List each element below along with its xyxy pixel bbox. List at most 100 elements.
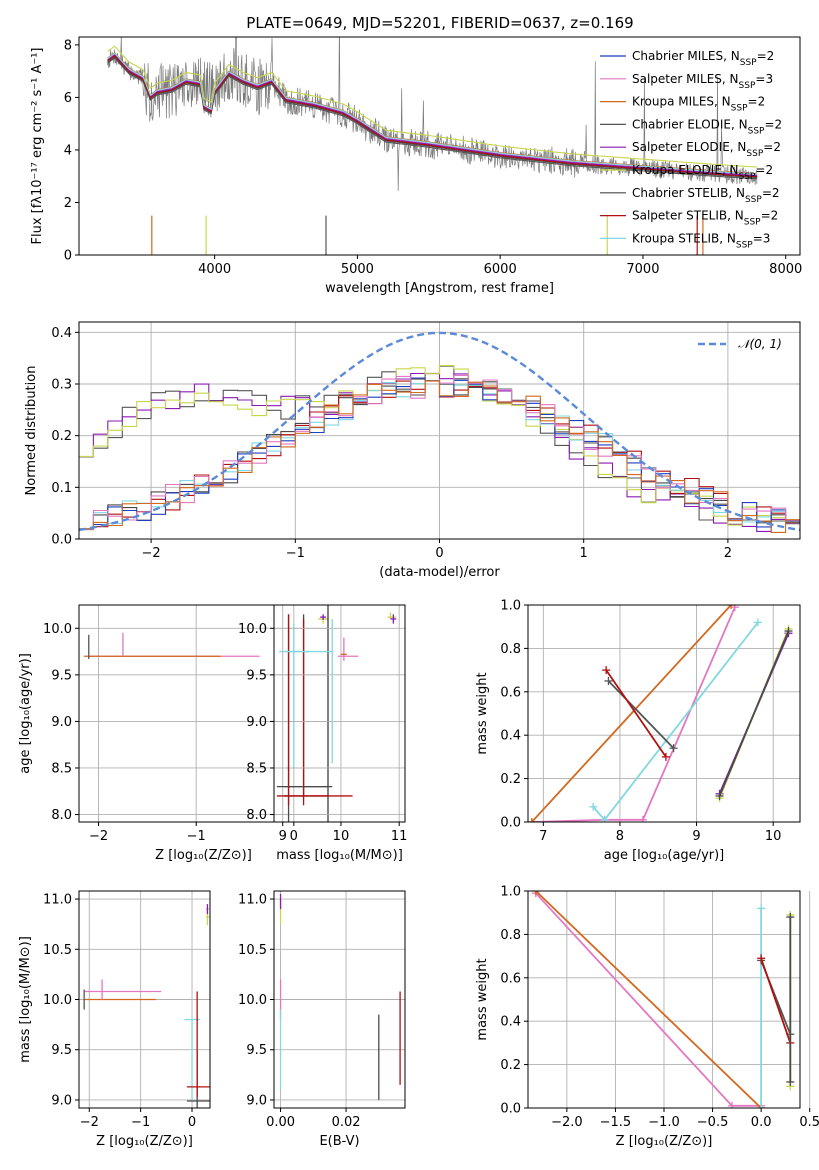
y-axis-label: mass weight (475, 958, 490, 1040)
weight-line-salpeter_miles (531, 606, 736, 822)
axes-frame (78, 321, 801, 540)
tick-labels: 7 8 9 10 0.0 0.2 0.4 0.6 0.8 1.0 (500, 599, 781, 845)
x-tick-label: −1 (187, 829, 206, 844)
axes-frame (527, 890, 801, 1109)
x-tick-label: 4000 (198, 262, 231, 277)
grid-lines (274, 605, 405, 822)
histogram-step-salpeter_elodie (79, 372, 800, 532)
plot-area (276, 612, 397, 822)
x-axis-label: age [log₁₀(age/yr)] (604, 848, 725, 863)
y-tick-label: 0.6 (500, 685, 521, 700)
legend-entry: Kroupa MILES, NSSP=2 (632, 95, 765, 114)
x-tick-label: 1 (580, 546, 588, 561)
axes-frame (78, 890, 211, 1109)
x-tick-label: −1 (286, 546, 305, 561)
plot-area (79, 331, 800, 533)
histogram-step-kroupa_miles (79, 380, 800, 533)
y-tick-label: 10.0 (238, 622, 267, 637)
x-axis-label: E(B-V) (319, 1134, 359, 1149)
x-tick-label: −1 (131, 1115, 150, 1130)
x-tick-label: 7 (539, 829, 547, 844)
mass-vs-extinction-panel: 0.00 0.02 9.0 9.5 10.0 10.5 11.0 E(B-V) (238, 890, 406, 1149)
residual-histogram-panel: −2 −1 0 1 2 0.0 0.1 0.2 0.3 0.4 (data-model)/error… (24, 321, 801, 580)
legend-entry: Salpeter MILES, NSSP=3 (632, 72, 773, 91)
gaussian-curve (79, 331, 800, 532)
legend-entry: Kroupa STELIB, NSSP=3 (632, 231, 770, 250)
weight-line-chabrier_elodie (607, 680, 675, 749)
y-tick-label: 0.2 (500, 1058, 521, 1073)
y-axis-label: mass weight (475, 672, 490, 754)
y-tick-label: 0.0 (500, 1102, 521, 1117)
y-tick-label: 0.4 (500, 729, 521, 744)
x-tick-label: 10 (765, 829, 782, 844)
y-tick-label: 4 (64, 143, 72, 158)
x-tick-label: 7000 (626, 262, 659, 277)
weight-line-kroupa_stelib (592, 621, 759, 822)
y-tick-label: 8.0 (246, 808, 267, 823)
y-tick-label: 8.5 (51, 761, 72, 776)
axes-frame (78, 36, 801, 256)
x-tick-label: −0.5 (697, 1115, 729, 1130)
plot-area (279, 894, 401, 1100)
legend-entry: Salpeter ELODIE, NSSP=2 (632, 140, 781, 159)
weight-line-salpeter_stelib (605, 669, 667, 758)
x-tick-label: 0.0 (751, 1115, 772, 1130)
tick-labels: −2 −1 0 1 2 0.0 0.1 0.2 0.3 0.4 (51, 326, 732, 561)
tick-labels: −2 −1 0 9.0 9.5 10.0 10.5 11.0 (43, 893, 196, 1130)
y-tick-label: 9.0 (51, 715, 72, 730)
y-tick-label: 10.5 (238, 943, 267, 958)
legend-entry: Salpeter STELIB, NSSP=2 (632, 209, 778, 228)
x-tick-label: −2 (80, 1115, 99, 1130)
y-tick-label: 0.8 (500, 928, 521, 943)
y-tick-label: 0.2 (51, 429, 72, 444)
legend-entry: Chabrier ELODIE, NSSP=2 (632, 117, 782, 136)
plot-area (531, 891, 795, 1108)
x-tick-label: −1.5 (600, 1115, 632, 1130)
y-tick-label: 9.5 (246, 668, 267, 683)
weight-line-kroupa_miles (531, 605, 732, 822)
spectrum-model-chabrier_elodie (107, 57, 758, 180)
y-tick-label: 1.0 (500, 599, 521, 614)
grid-lines (274, 891, 405, 1108)
weight-vs-age-panel: 7 8 9 10 0.0 0.2 0.4 0.6 0.8 1.0 age [log₁₀(age/yr… (475, 599, 801, 863)
y-axis-label: age [log₁₀(age/yr)] (18, 653, 33, 774)
y-tick-label: 0.4 (500, 1015, 521, 1030)
figure-title: PLATE=0649, MJD=52201, FIBERID=0637, z=0… (246, 14, 633, 32)
y-tick-label: 9.5 (246, 1043, 267, 1058)
x-tick-label: 8 (616, 829, 624, 844)
y-tick-label: 10.5 (43, 943, 72, 958)
y-tick-label: 0.3 (51, 378, 72, 393)
x-tick-label: 6000 (484, 262, 517, 277)
y-tick-label: 0.1 (51, 481, 72, 496)
age-vs-metallicity-panel: −2 −1 0 8.0 8.5 9.0 9.5 10.0 Z [log₁₀(Z/Z⊙)] age … (18, 604, 329, 863)
x-axis-label: Z [log₁₀(Z/Z⊙)] (96, 1134, 193, 1149)
axes-frame (527, 604, 801, 823)
x-tick-label: −2 (89, 829, 108, 844)
x-tick-label: 5000 (341, 262, 374, 277)
x-tick-label: 2 (724, 546, 732, 561)
x-tick-label: 0.5 (799, 1115, 819, 1130)
x-tick-label: 0 (290, 829, 298, 844)
y-tick-label: 0.8 (500, 642, 521, 657)
y-tick-label: 0.6 (500, 971, 521, 986)
x-tick-label: 8000 (769, 262, 802, 277)
y-tick-label: 10.0 (238, 993, 267, 1008)
y-tick-label: 0 (64, 249, 72, 264)
x-axis-label: (data-model)/error (379, 565, 500, 580)
weight-vs-metallicity-panel: −2.0 −1.5 −1.0 −0.5 0.0 0.5 0.0 0.2 0.4 0.6 0.8 1.0… (475, 885, 819, 1150)
histogram-step-kroupa_elodie (79, 364, 800, 526)
y-axis-label: Normed distribution (24, 366, 39, 496)
axes-frame (273, 604, 406, 823)
y-tick-label: 9.5 (51, 1043, 72, 1058)
y-tick-label: 8.0 (51, 808, 72, 823)
y-tick-label: 0.0 (500, 816, 521, 831)
x-tick-label: −2 (142, 546, 161, 561)
weight-line-chabrier_stelib (718, 630, 790, 797)
x-tick-label: 0 (188, 1115, 196, 1130)
y-tick-label: 6 (64, 91, 72, 106)
y-tick-label: 10.0 (43, 993, 72, 1008)
y-tick-label: 0.4 (51, 326, 72, 341)
spectrum-model-salpeter_stelib (107, 55, 758, 178)
gaussian-legend-label: 𝒩(0, 1) (738, 337, 782, 351)
